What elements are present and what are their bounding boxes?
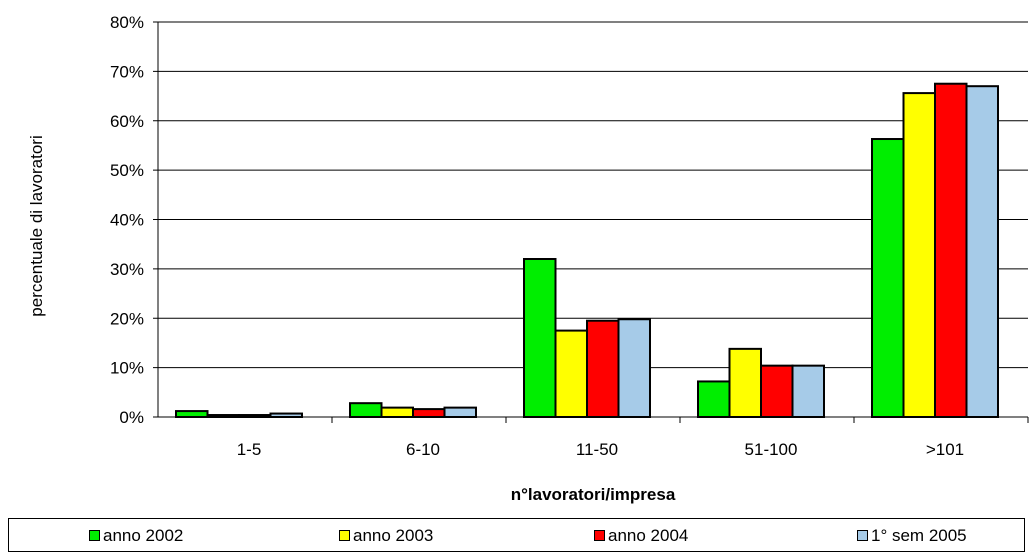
bar-4-5	[965, 85, 999, 418]
x-tick-label: 51-100	[745, 440, 798, 459]
y-tick-labels: 0% 10% 20% 30% 40% 50% 60% 70% 80%	[110, 13, 158, 427]
gridlines	[158, 21, 1028, 369]
x-tick-label: >101	[926, 440, 964, 459]
legend-swatch-series-3	[594, 529, 605, 541]
bar-1-5	[871, 138, 905, 419]
x-tick-label: 11-50	[576, 440, 618, 459]
bar-2-4	[728, 347, 762, 418]
y-tick-label: 40%	[110, 211, 144, 230]
y-axis-label: percentuale di lavoratori	[27, 135, 46, 316]
bar-4-1	[269, 412, 303, 419]
bar-1-1	[175, 410, 209, 419]
y-tick-label: 80%	[110, 13, 144, 32]
bar-4-4	[791, 364, 825, 418]
y-tick-label: 60%	[110, 112, 144, 131]
y-tick-label: 70%	[110, 62, 144, 81]
legend: anno 2002 anno 2003 anno 2004 1° sem 200…	[8, 518, 1025, 552]
bar-3-5	[934, 82, 968, 418]
legend-swatch-series-4	[857, 529, 868, 541]
bar-2-2	[380, 406, 414, 418]
legend-item-series-1: anno 2002	[89, 519, 183, 551]
y-tick-label: 10%	[110, 359, 144, 378]
y-tick-label: 0%	[119, 408, 144, 427]
bar-4-2	[443, 406, 477, 418]
bar-1-3	[523, 258, 557, 418]
bar-2-3	[554, 329, 588, 418]
bar-4-3	[617, 318, 651, 418]
bar-1-4	[697, 380, 731, 419]
legend-label-series-1: anno 2002	[103, 525, 184, 545]
bar-3-2	[412, 408, 446, 419]
legend-swatch-series-1	[89, 529, 100, 541]
y-tick-label: 20%	[110, 309, 144, 328]
bar-chart: 0% 10% 20% 30% 40% 50% 60% 70% 80% 1-5 6-10 11-50 5…	[27, 13, 1029, 504]
legend-item-series-3: anno 2004	[594, 519, 688, 551]
legend-label-series-2: anno 2003	[353, 525, 434, 545]
legend-swatch-series-2	[339, 529, 350, 541]
bar-2-5	[902, 92, 936, 418]
x-tick-label: 1-5	[237, 440, 262, 459]
y-tick-label: 50%	[110, 161, 144, 180]
bars	[175, 82, 999, 419]
x-axis-label: n°lavoratori/impresa	[511, 485, 676, 504]
bar-3-4	[760, 364, 794, 418]
legend-label-series-3: anno 2004	[608, 525, 689, 545]
y-tick-label: 30%	[110, 260, 144, 279]
legend-label-series-4: 1° sem 2005	[871, 525, 967, 545]
x-tick-labels: 1-5 6-10 11-50 51-100 >101	[237, 417, 1029, 459]
legend-item-series-2: anno 2003	[339, 519, 433, 551]
bar-1-2	[349, 402, 383, 418]
bar-3-3	[586, 319, 620, 418]
legend-item-series-4: 1° sem 2005	[857, 519, 967, 551]
x-tick-label: 6-10	[406, 440, 440, 459]
